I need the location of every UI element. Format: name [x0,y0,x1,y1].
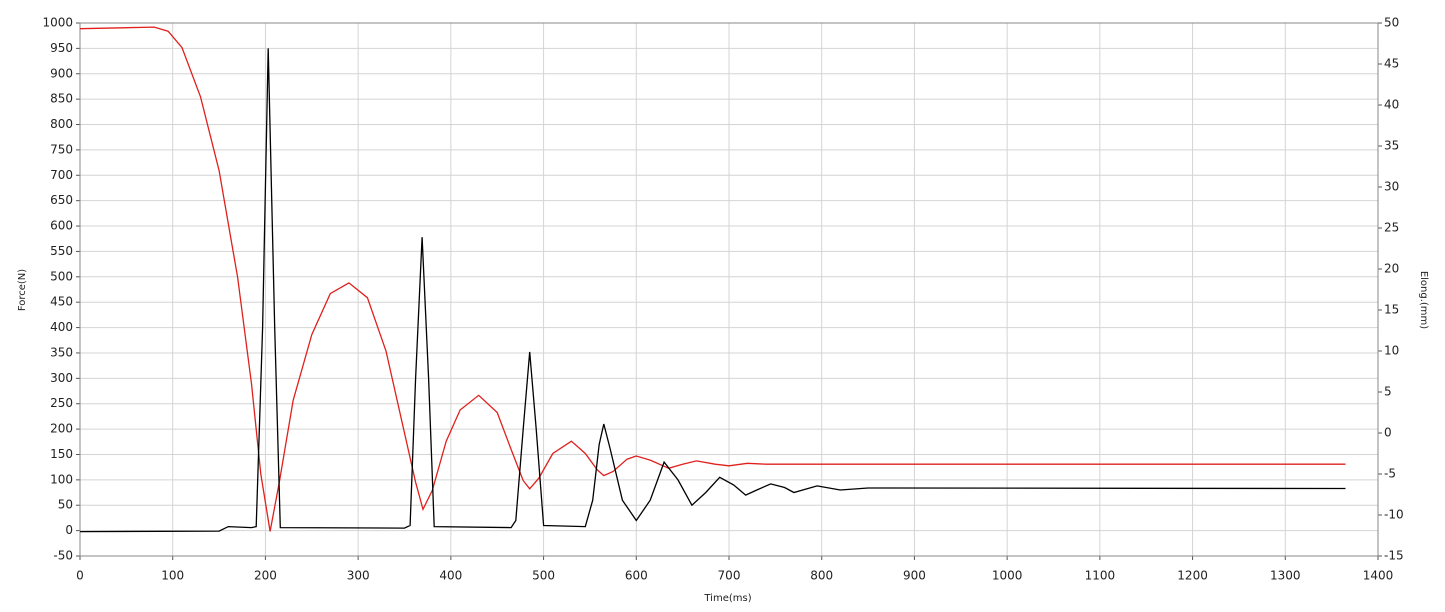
x-tick-label: 400 [439,569,462,583]
y-tick-label: 650 [50,193,73,207]
y-tick-label: 250 [50,396,73,410]
plot-frame [79,22,1379,557]
x-tick-label: 900 [903,569,926,583]
x-tick-label: 1300 [1270,569,1301,583]
y-tick-label: 600 [50,219,73,233]
y2-tick-label: 0 [1384,426,1392,440]
y-tick-label: 200 [50,422,73,436]
y-tick-label: 300 [50,371,73,385]
y-tick-label: 750 [50,142,73,156]
x-axis-title: Time(ms) [703,593,751,604]
x-tick-label: 1100 [1085,569,1116,583]
y-tick-label: 500 [50,269,73,283]
x-tick-label: 600 [625,569,648,583]
y-tick-label: 550 [50,244,73,258]
y-tick-label: 900 [50,66,73,80]
x-tick-label: 0 [76,569,84,583]
y-tick-label: 150 [50,447,73,461]
y-tick-label: 350 [50,345,73,359]
y-tick-label: 100 [50,472,73,486]
y-tick-label: 0 [65,523,73,537]
y2-tick-label: 15 [1384,303,1399,317]
y-tick-label: 950 [50,41,73,55]
x-tick-label: 100 [161,569,184,583]
y-tick-label: 850 [50,92,73,106]
y2-tick-label: -15 [1384,549,1404,563]
y2-tick-label: 35 [1384,139,1399,153]
y2-tick-label: 40 [1384,98,1399,112]
y-tick-label: 400 [50,320,73,334]
y-tick-label: 800 [50,117,73,131]
y2-axis-title: Elong.(mm) [1418,271,1429,329]
y-tick-label: 700 [50,168,73,182]
y-axis-title: Force(N) [17,269,28,311]
y-tick-label: 1000 [42,16,73,30]
y2-tick-label: 25 [1384,221,1399,235]
y2-tick-label: 5 [1384,385,1392,399]
x-tick-label: 1200 [1177,569,1208,583]
x-tick-label: 800 [810,569,833,583]
y2-tick-label: 20 [1384,262,1399,276]
y-tick-label: -50 [53,549,73,563]
data-line [79,48,1346,533]
x-tick-label: 1000 [992,569,1023,583]
x-tick-label: 500 [532,569,555,583]
y2-tick-label: 50 [1384,16,1399,30]
data-line [79,26,1346,532]
y2-tick-label: 45 [1384,57,1399,71]
x-tick-label: 300 [347,569,370,583]
y2-tick-label: -10 [1384,508,1404,522]
y-tick-label: 450 [50,295,73,309]
y2-tick-label: -5 [1384,467,1396,481]
y2-tick-label: 30 [1384,180,1399,194]
x-tick-label: 200 [254,569,277,583]
y-tick-label: 50 [58,498,73,512]
x-tick-label: 700 [718,569,741,583]
y2-tick-label: 10 [1384,344,1399,358]
x-tick-label: 1400 [1363,569,1394,583]
